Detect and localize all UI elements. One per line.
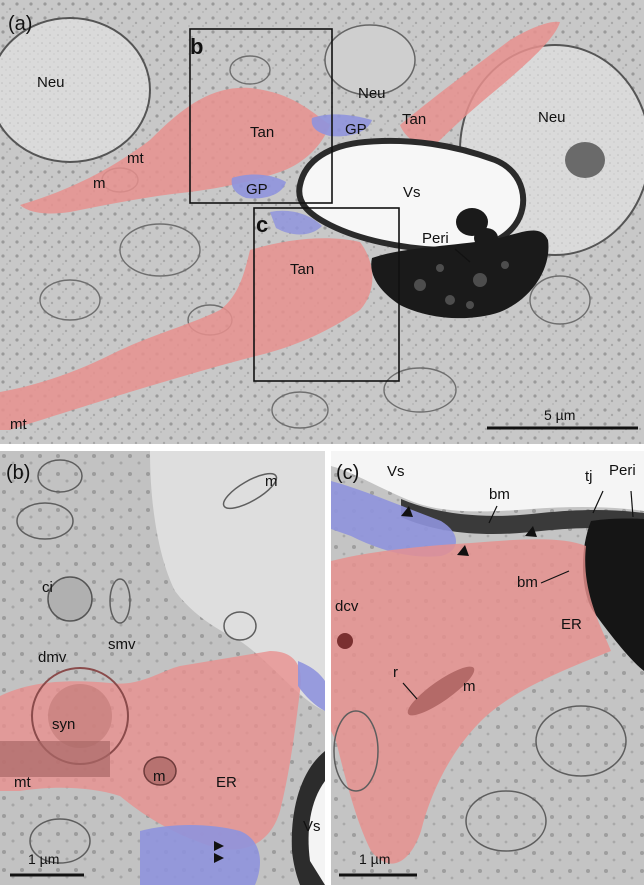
tanycyte-overlay-c [331, 539, 611, 864]
label-mt-upper: mt [127, 150, 144, 167]
label-vs-b: Vs [303, 818, 321, 835]
label-gp-top: GP [345, 121, 367, 138]
label-peri-c: Peri [609, 462, 636, 479]
synapse-core [48, 684, 112, 748]
inset-box-c [253, 207, 400, 382]
label-tan-upper: Tan [250, 124, 274, 141]
neuron-left [0, 17, 151, 163]
tanycyte-upper [20, 87, 330, 214]
pericyte [371, 230, 549, 319]
glial-process-top [311, 114, 372, 137]
label-vs-c: Vs [387, 463, 405, 480]
label-gp-mid: GP [246, 181, 268, 198]
label-neu-right: Neu [538, 109, 566, 126]
mitochondrion-c [407, 666, 475, 716]
inset-label-c: c [256, 212, 268, 237]
red-blood-cell [456, 208, 488, 236]
pericyte-c [582, 518, 644, 671]
label-tj: tj [585, 468, 593, 485]
label-m: m [93, 175, 106, 192]
arrowhead-b-1 [214, 841, 224, 851]
label-m-top-b: m [265, 473, 278, 490]
arrowhead-c-2 [457, 545, 469, 556]
panel-b-image: (b) m ci smv dmv syn mt m ER Vs 1 µm [0, 451, 325, 885]
label-bm-mid: bm [517, 574, 538, 591]
glial-process-low [270, 210, 322, 235]
label-tan-top-right: Tan [402, 111, 426, 128]
inset-label-b: b [190, 34, 203, 59]
label-syn: syn [52, 716, 75, 733]
glial-process-c [331, 481, 456, 557]
mitochondrion-b [143, 756, 177, 786]
tj-pointer [592, 490, 604, 514]
scale-bar-b-label: 1 µm [28, 851, 59, 867]
label-er-b: ER [216, 774, 237, 791]
r-pointer [402, 682, 418, 700]
pericyte-chromatin [414, 261, 509, 309]
panel-c: (c) Vs tj Peri bm bm dcv ER m r 1 µm [331, 451, 644, 885]
glial-process-b [140, 825, 260, 885]
label-bm-top: bm [489, 486, 510, 503]
label-dcv: dcv [335, 598, 359, 615]
panel-a-image: b c (a) Neu Neu Neu Tan Tan Tan GP GP Vs… [0, 0, 644, 444]
panel-a: b c (a) Neu Neu Neu Tan Tan Tan GP GP Vs… [0, 0, 644, 444]
label-smv: smv [108, 636, 136, 653]
panel-b-light-region [150, 451, 325, 711]
panel-b: (b) m ci smv dmv syn mt m ER Vs 1 µm [0, 451, 325, 885]
bm-mid-pointer [540, 570, 570, 584]
arrowhead-c-1 [401, 506, 413, 517]
basement-membrane-c [401, 499, 644, 535]
label-tan-center: Tan [290, 261, 314, 278]
label-peri: Peri [422, 230, 449, 247]
panel-label-b: (b) [6, 462, 30, 484]
dense-core-vesicle [337, 633, 353, 649]
peri-pointer [454, 248, 471, 263]
label-m-low-b: m [153, 768, 166, 785]
tanycyte-top-right [400, 21, 560, 151]
label-dmv: dmv [38, 649, 67, 666]
label-m-c: m [463, 678, 476, 695]
label-mt-b: mt [14, 774, 31, 791]
neuron-top [324, 24, 416, 96]
microtubule-bundle [0, 741, 110, 777]
glial-process-b-right [298, 661, 325, 711]
inset-box-b [189, 28, 333, 204]
panel-b-organelles [16, 459, 278, 864]
label-vs: Vs [403, 184, 421, 201]
nucleolus [565, 142, 605, 178]
scale-bar-a-label: 5 µm [544, 407, 575, 423]
panel-label-a: (a) [8, 13, 32, 35]
tanycyte-center [0, 238, 373, 430]
bm-top-pointer [488, 505, 498, 524]
panel-c-profiles [333, 705, 627, 852]
label-neu-left: Neu [37, 74, 65, 91]
label-mt-lower: mt [10, 416, 27, 433]
label-er-c: ER [561, 616, 582, 633]
label-r: r [393, 664, 398, 681]
label-ci: ci [42, 579, 53, 596]
glial-process-mid [231, 174, 286, 199]
panel-c-image: (c) Vs tj Peri bm bm dcv ER m r 1 µm [331, 451, 644, 885]
label-neu-top: Neu [358, 85, 386, 102]
cilium-profile [47, 576, 93, 622]
peri-pointer-c [630, 490, 634, 518]
panel-label-c: (c) [336, 462, 359, 484]
scale-bar-c-label: 1 µm [359, 851, 390, 867]
vessel-lumen-b [308, 781, 325, 885]
arrowhead-c-3 [525, 526, 537, 537]
vessel-lumen-c [331, 451, 644, 512]
arrowhead-b-2 [214, 853, 224, 863]
